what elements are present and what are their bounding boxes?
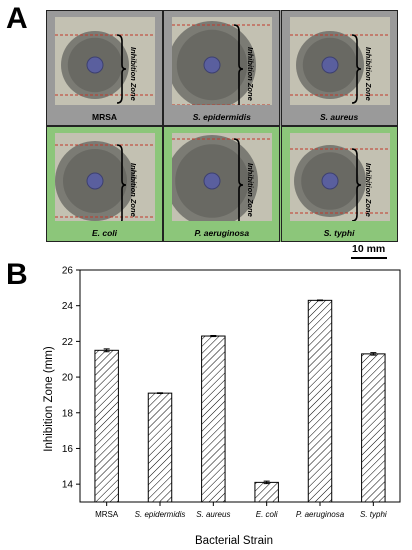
photo-mrsa: Inhibition Zone MRSA (46, 10, 163, 126)
strain-label-p-aeruginosa: P. aeruginosa (194, 228, 250, 238)
plot-frame (79, 269, 401, 503)
y-tick-label: 26 (62, 266, 74, 277)
x-axis-title: Bacterial Strain (195, 535, 273, 547)
inhibition-zone-label: Inhibition Zone (364, 47, 373, 101)
strain-label-s-typhi: S. typhi (323, 228, 355, 238)
strain-label-mrsa: MRSA (91, 112, 118, 122)
bar (307, 299, 333, 503)
inhibition-zone-label: Inhibition Zone (129, 163, 138, 217)
petri-dish-image: Inhibition Zone (172, 133, 273, 221)
panel-a-label: A (6, 2, 28, 35)
y-axis-title: Inhibition Zone (mm) (43, 346, 55, 452)
photo-s-typhi: Inhibition Zone S. typhi (280, 126, 398, 242)
inhibition-zone-label: Inhibition Zone (246, 47, 255, 101)
scale-bar-label: 10 mm (352, 243, 386, 255)
bar (201, 335, 226, 503)
photo-e-coli: Inhibition Zone E. coli (46, 126, 163, 242)
y-tick-label: 16 (62, 444, 74, 455)
strain-label-e-coli: E. coli (91, 228, 118, 238)
x-tick-label: S. aureus (196, 510, 230, 519)
bar (254, 481, 279, 503)
x-tick-label: P. aeruginosa (296, 510, 345, 519)
y-tick-label: 20 (62, 373, 74, 384)
y-tick-label: 24 (62, 301, 74, 312)
inhibition-photo-grid: Inhibition Zone MRSA Inhibition Zone S. epi… (46, 10, 398, 242)
petri-dish-image: Inhibition Zone (55, 133, 155, 221)
inhibition-zone-label: Inhibition Zone (364, 163, 373, 217)
scale-bar (351, 257, 387, 259)
y-tick-label: 22 (62, 337, 74, 348)
photo-s-aureus: Inhibition Zone S. aureus (280, 10, 398, 126)
x-tick-label: S. typhi (360, 510, 387, 519)
x-tick-label: E. coli (256, 510, 278, 519)
x-tick-label: S. epidermidis (135, 510, 186, 519)
petri-dish-image: Inhibition Zone (55, 17, 155, 105)
y-tick-label: 18 (62, 408, 74, 419)
photo-s-epidermidis: Inhibition Zone S. epidermidis (163, 10, 281, 126)
inhibition-zone-bar-chart: 14 16 18 20 22 24 26 MRSA S. epidermidis S. aureu… (43, 266, 401, 547)
strain-label-s-aureus: S. aureus (319, 112, 359, 122)
bar (94, 349, 119, 503)
panel-b-label: B (6, 258, 28, 291)
bar (361, 353, 386, 503)
petri-dish-image: Inhibition Zone (172, 17, 273, 105)
strain-label-s-epidermidis: S. epidermidis (192, 112, 251, 122)
inhibition-zone-label: Inhibition Zone (129, 47, 138, 101)
x-tick-label: MRSA (95, 510, 119, 519)
bar (147, 392, 173, 503)
photo-p-aeruginosa: Inhibition Zone P. aeruginosa (163, 126, 281, 242)
petri-dish-image: Inhibition Zone (289, 133, 390, 221)
petri-dish-image: Inhibition Zone (289, 17, 390, 105)
y-tick-label: 14 (62, 480, 74, 491)
inhibition-zone-label: Inhibition Zone (246, 163, 255, 217)
